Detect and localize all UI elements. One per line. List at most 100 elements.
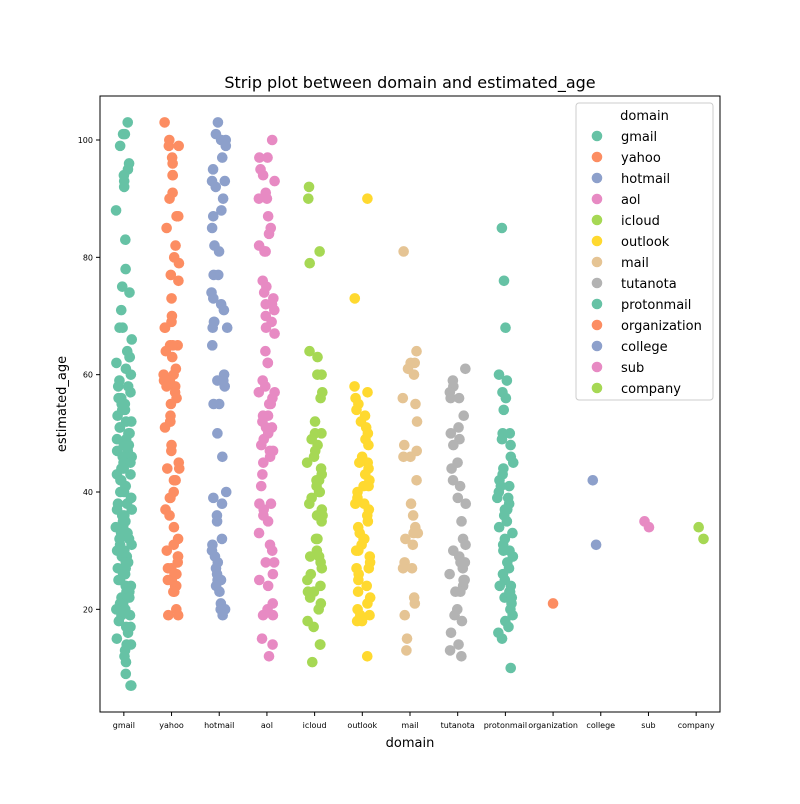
point-gmail <box>110 205 122 216</box>
point-tutanota <box>458 410 470 422</box>
legend-label-protonmail: protonmail <box>621 298 691 313</box>
point-hotmail <box>214 586 225 598</box>
point-hotmail <box>211 516 223 527</box>
point-protonmail <box>507 457 519 468</box>
x-tick-label: tutanota <box>441 721 475 730</box>
point-aol <box>262 152 273 163</box>
point-outlook <box>353 545 364 556</box>
legend-marker-yahoo <box>591 151 603 163</box>
x-tick-label: college <box>586 721 615 730</box>
point-yahoo <box>165 269 177 281</box>
point-hotmail <box>218 304 230 316</box>
point-aol <box>258 457 269 468</box>
point-mail <box>398 246 409 257</box>
point-aol <box>253 574 265 586</box>
point-hotmail <box>219 175 231 187</box>
point-aol <box>256 439 267 451</box>
point-aol <box>263 228 275 240</box>
point-icloud <box>303 193 314 204</box>
point-yahoo <box>172 609 184 621</box>
point-protonmail <box>507 609 518 621</box>
point-hotmail <box>208 269 219 281</box>
point-tutanota <box>448 439 459 451</box>
point-outlook <box>363 480 374 492</box>
point-aol <box>260 557 272 568</box>
data-points-layer <box>110 117 709 691</box>
legend-label-hotmail: hotmail <box>621 172 670 187</box>
point-hotmail <box>217 193 229 204</box>
point-aol <box>265 398 277 410</box>
y-axis-label: estimated_age <box>55 356 70 452</box>
point-gmail <box>125 369 137 380</box>
x-tick-label: sub <box>641 721 655 730</box>
point-aol <box>269 328 280 339</box>
point-gmail <box>122 627 134 639</box>
point-gmail <box>124 609 136 621</box>
point-protonmail <box>503 621 514 633</box>
x-tick-label: icloud <box>303 721 327 730</box>
point-aol <box>257 609 269 621</box>
x-tick-label: protonmail <box>484 721 527 730</box>
x-tick-label: company <box>678 721 715 730</box>
legend-marker-tutanota <box>591 277 603 289</box>
legend-marker-outlook <box>591 235 603 247</box>
point-tutanota <box>449 609 460 621</box>
point-mail <box>406 562 418 574</box>
point-mail <box>405 498 417 510</box>
point-yahoo <box>167 169 179 181</box>
point-icloud <box>313 604 324 615</box>
point-protonmail <box>505 662 517 674</box>
point-yahoo <box>165 492 176 504</box>
point-aol <box>267 568 279 580</box>
point-college <box>587 474 599 486</box>
point-yahoo <box>164 510 175 521</box>
x-tick-label: organization <box>528 721 578 730</box>
point-yahoo <box>166 351 178 363</box>
point-outlook <box>350 498 361 510</box>
point-yahoo <box>173 463 185 474</box>
point-outlook <box>364 609 375 621</box>
point-icloud <box>316 516 327 527</box>
point-tutanota <box>460 539 471 551</box>
point-gmail <box>120 263 131 275</box>
x-tick-label: outlook <box>347 721 377 730</box>
legend-label-organization: organization <box>621 319 702 334</box>
point-hotmail <box>216 533 228 545</box>
point-yahoo <box>171 210 182 222</box>
point-hotmail <box>213 246 225 257</box>
point-aol <box>253 386 265 398</box>
point-icloud <box>303 181 315 193</box>
point-gmail <box>117 128 129 140</box>
point-protonmail <box>496 633 508 644</box>
point-yahoo <box>173 140 184 152</box>
y-tick-label: 20 <box>83 605 93 614</box>
point-aol <box>253 193 265 204</box>
point-icloud <box>308 451 320 463</box>
point-company <box>693 521 704 533</box>
point-yahoo <box>166 445 177 457</box>
point-tutanota <box>446 463 457 474</box>
point-hotmail <box>212 428 223 439</box>
point-protonmail <box>501 375 513 386</box>
point-gmail <box>118 181 130 193</box>
point-icloud <box>312 533 323 545</box>
legend-marker-mail <box>591 256 603 268</box>
point-icloud <box>314 246 325 257</box>
point-protonmail <box>507 527 518 539</box>
point-outlook <box>352 586 364 598</box>
point-hotmail <box>220 486 232 498</box>
point-hotmail <box>207 322 219 334</box>
y-tick-label: 100 <box>78 136 93 145</box>
point-aol <box>262 210 274 222</box>
point-protonmail <box>493 369 505 380</box>
legend-marker-organization <box>591 319 603 331</box>
point-aol <box>262 357 274 369</box>
point-gmail <box>120 234 131 246</box>
point-yahoo <box>163 609 174 621</box>
point-hotmail <box>217 609 228 621</box>
point-aol <box>262 516 274 527</box>
point-hotmail <box>216 205 227 216</box>
point-icloud <box>309 416 321 427</box>
point-outlook <box>351 615 363 627</box>
x-tick-label: mail <box>401 721 418 730</box>
